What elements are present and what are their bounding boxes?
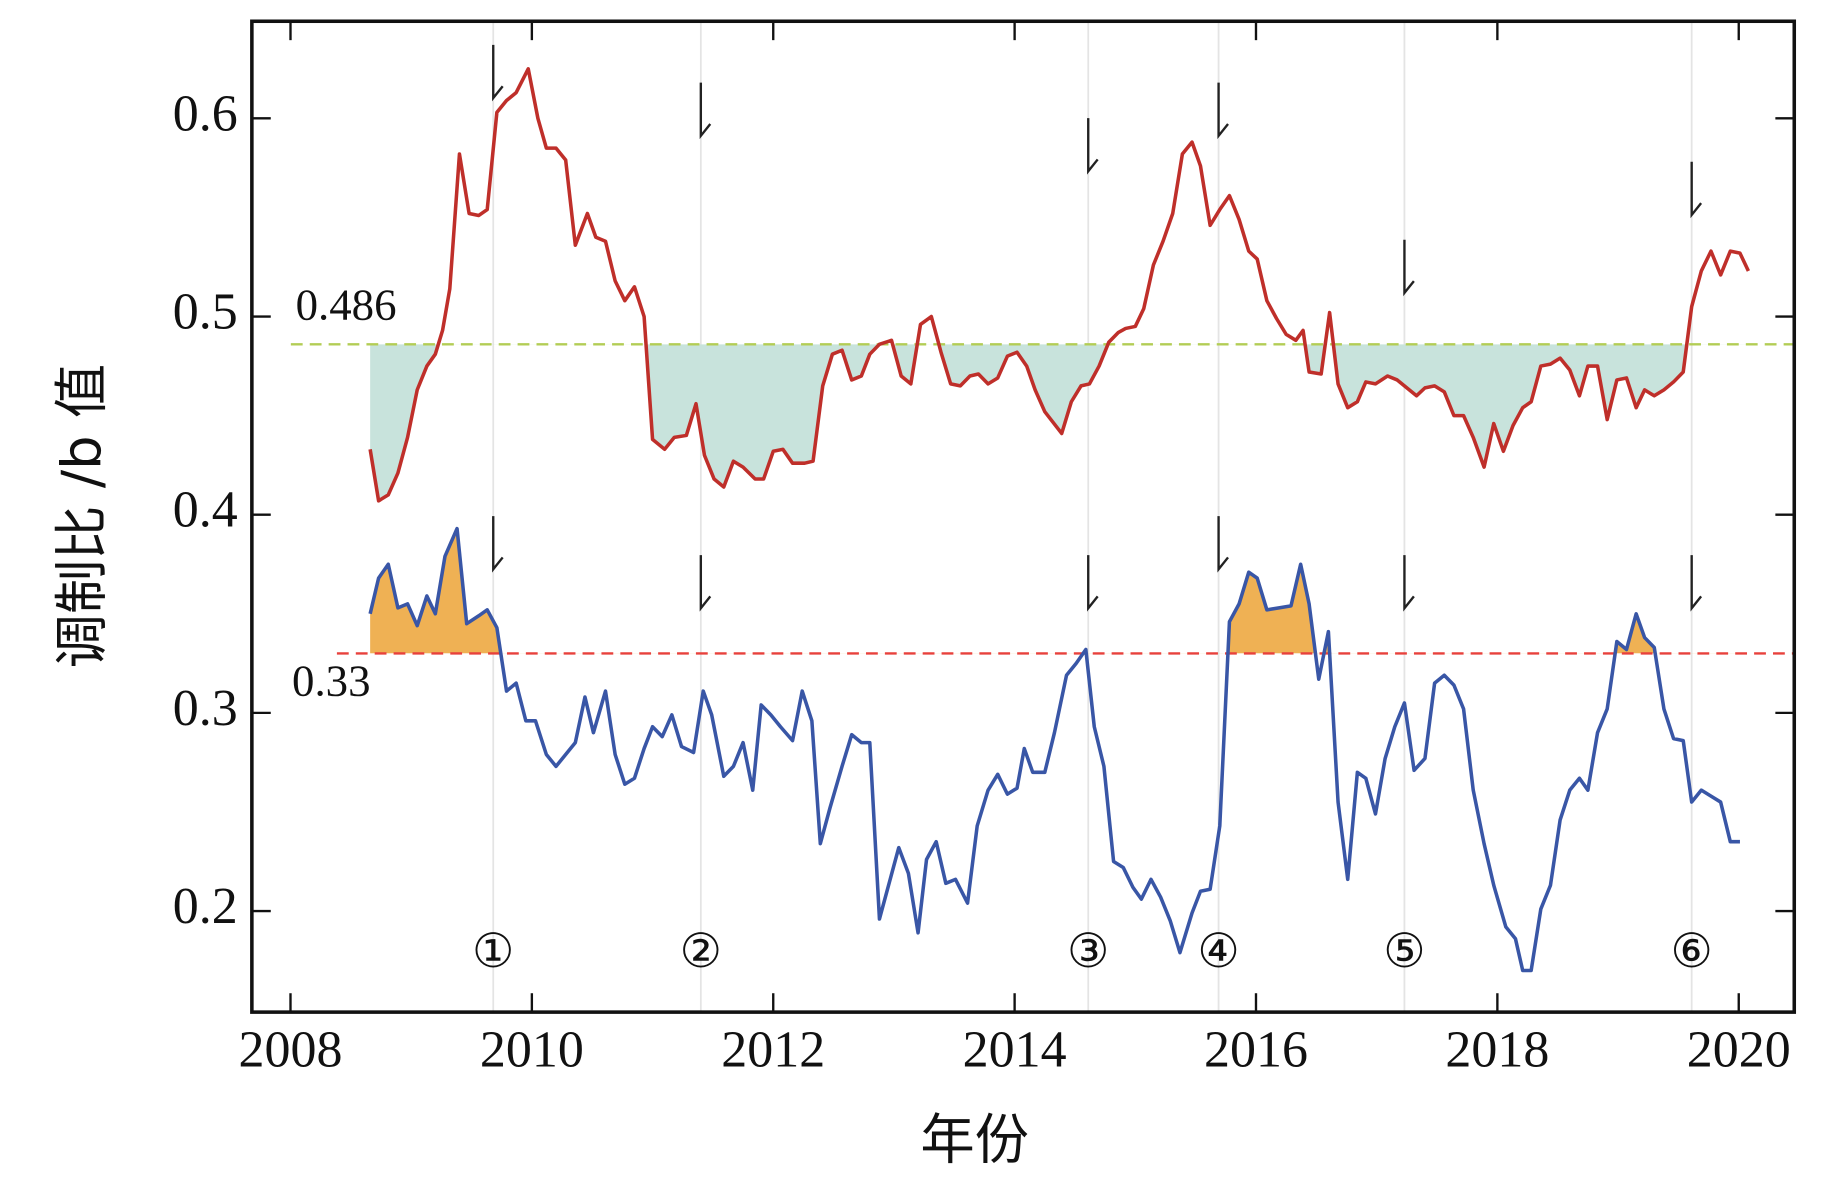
x-tick-label: 2016 — [1204, 1022, 1308, 1079]
reference-label: 0.486 — [296, 280, 397, 330]
y-tick-label: 0.6 — [173, 85, 238, 142]
event-arrow — [1690, 161, 1703, 219]
y-tick-label: 0.3 — [173, 680, 238, 737]
event-arrow — [1403, 239, 1415, 297]
event-label: ③ — [1067, 924, 1109, 979]
event-arrow — [699, 82, 712, 140]
event-arrow — [1087, 118, 1099, 175]
event-label: ⑤ — [1383, 924, 1425, 979]
plot-frame — [250, 19, 1797, 1014]
event-label: ① — [472, 924, 514, 979]
y-tick-label: 0.2 — [173, 878, 238, 935]
event-arrow — [699, 555, 712, 612]
x-tick-label: 2014 — [963, 1022, 1067, 1079]
event-arrow — [1087, 555, 1099, 612]
threshold-area — [370, 344, 1687, 501]
x-tick-label: 2012 — [721, 1022, 825, 1079]
event-arrow — [1403, 555, 1415, 612]
y-axis-label: 调制比 /b 值 — [50, 364, 113, 669]
x-tick-label: 2018 — [1445, 1022, 1549, 1079]
x-tick-label: 2010 — [480, 1022, 584, 1079]
reference-label: 0.33 — [292, 655, 371, 705]
y-tick-label: 0.5 — [173, 283, 238, 340]
event-label: ② — [680, 924, 722, 979]
x-axis-label: 年份 — [920, 1108, 1029, 1171]
event-label: ⑥ — [1670, 924, 1712, 979]
event-label: ④ — [1197, 924, 1239, 979]
series-line — [368, 526, 1740, 973]
x-tick-label: 2020 — [1687, 1022, 1791, 1079]
x-tick-label: 2008 — [239, 1022, 343, 1079]
event-arrow — [1690, 555, 1703, 612]
series-line — [368, 67, 1751, 503]
event-arrow — [492, 516, 504, 573]
event-arrow — [1217, 82, 1229, 140]
event-arrow — [1217, 516, 1229, 573]
threshold-area — [370, 528, 1656, 654]
event-arrow — [492, 44, 504, 102]
y-tick-label: 0.4 — [173, 482, 238, 539]
